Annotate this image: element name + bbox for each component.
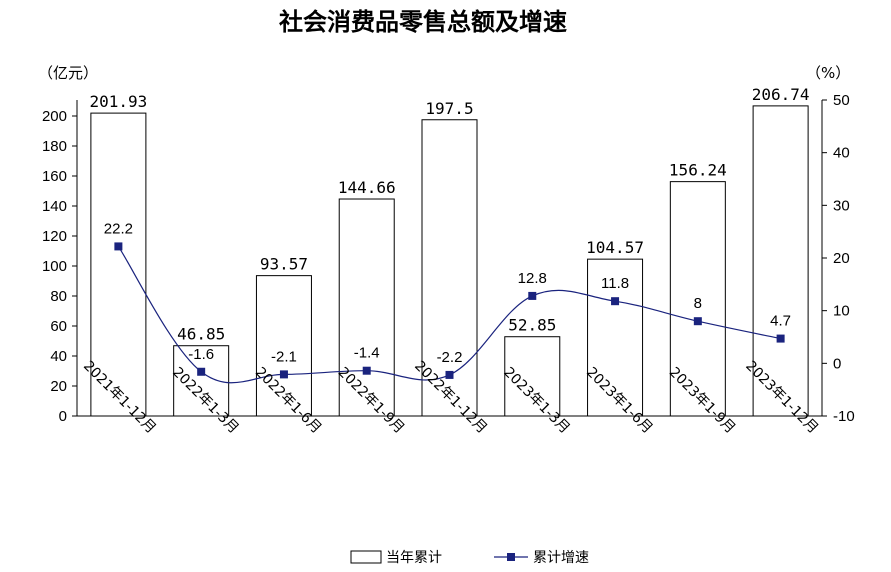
left-axis-tick-label: 140 xyxy=(42,198,67,215)
legend-bar-swatch xyxy=(350,550,382,564)
legend-line-label: 累计增速 xyxy=(533,550,589,566)
left-axis-tick-label: 100 xyxy=(42,258,67,275)
growth-value-label: -1.6 xyxy=(188,346,214,363)
bar-value-label: 206.74 xyxy=(752,85,810,104)
left-axis-tick-label: 40 xyxy=(50,348,67,365)
bar-labels: 201.93 46.85 93.57 144.66 197.5 52.85 104.57 15… xyxy=(89,85,809,344)
bar-value-label: 201.93 xyxy=(89,92,147,111)
legend-line-marker xyxy=(507,553,515,561)
left-axis-tick-label: 80 xyxy=(50,288,67,305)
left-axis-tick-label: 0 xyxy=(59,408,67,425)
left-axis-tick-label: 20 xyxy=(50,378,67,395)
growth-value-label: -2.2 xyxy=(437,349,463,366)
bar-value-label: 104.57 xyxy=(586,238,644,257)
bar xyxy=(255,275,312,417)
bar-value-label: 52.85 xyxy=(508,316,556,335)
growth-point xyxy=(776,334,785,343)
right-axis: -10 0 10 20 30 40 50 xyxy=(821,92,855,425)
legend-bar-label: 当年累计 xyxy=(386,550,442,566)
bar xyxy=(669,181,726,417)
left-axis-unit: （亿元） xyxy=(38,64,98,82)
growth-value-label: 8 xyxy=(694,295,702,312)
bar xyxy=(421,119,478,417)
right-axis-tick-label: 30 xyxy=(833,197,850,214)
right-axis-tick-label: 10 xyxy=(833,303,850,320)
growth-value-label: 22.2 xyxy=(104,220,133,237)
growth-point xyxy=(611,297,620,306)
line-series xyxy=(114,242,785,384)
bar xyxy=(90,112,147,417)
growth-point xyxy=(197,367,206,376)
left-axis-tick-label: 120 xyxy=(42,228,67,245)
growth-point xyxy=(445,370,454,379)
growth-value-label: 4.7 xyxy=(770,313,791,330)
left-axis-tick-label: 160 xyxy=(42,168,67,185)
right-axis-unit: （%） xyxy=(806,64,850,82)
chart-title: 社会消费品零售总额及增速 xyxy=(279,7,567,36)
line-labels: 22.2 -1.6 -2.1 -1.4 -2.2 12.8 11.8 8 4.7 xyxy=(104,220,791,366)
left-axis-tick-label: 200 xyxy=(42,108,67,125)
bar-value-label: 144.66 xyxy=(338,178,396,197)
bar-value-label: 46.85 xyxy=(177,325,225,344)
bar xyxy=(752,105,809,417)
bar-value-label: 156.24 xyxy=(669,161,727,180)
growth-value-label: 11.8 xyxy=(601,275,629,292)
left-axis-tick-label: 60 xyxy=(50,318,67,335)
right-axis-tick-label: 40 xyxy=(833,145,850,162)
growth-value-label: -2.1 xyxy=(271,348,297,365)
bar-value-label: 93.57 xyxy=(260,255,308,274)
right-axis-tick-label: 50 xyxy=(833,92,850,109)
legend: 当年累计 累计增速 xyxy=(350,550,589,566)
right-axis-tick-label: 0 xyxy=(833,355,841,372)
bar xyxy=(587,258,644,417)
growth-point xyxy=(528,291,537,300)
bar-value-label: 197.5 xyxy=(425,99,473,118)
right-axis-tick-label: -10 xyxy=(833,408,855,425)
growth-point xyxy=(362,366,371,375)
right-axis-tick-label: 20 xyxy=(833,250,850,267)
bar xyxy=(338,198,395,417)
left-axis-tick-label: 180 xyxy=(42,138,67,155)
growth-point xyxy=(114,242,123,251)
growth-value-label: 12.8 xyxy=(518,270,547,287)
growth-point xyxy=(693,317,702,326)
growth-value-label: -1.4 xyxy=(354,345,380,362)
growth-point xyxy=(279,370,288,379)
bar xyxy=(504,336,561,417)
